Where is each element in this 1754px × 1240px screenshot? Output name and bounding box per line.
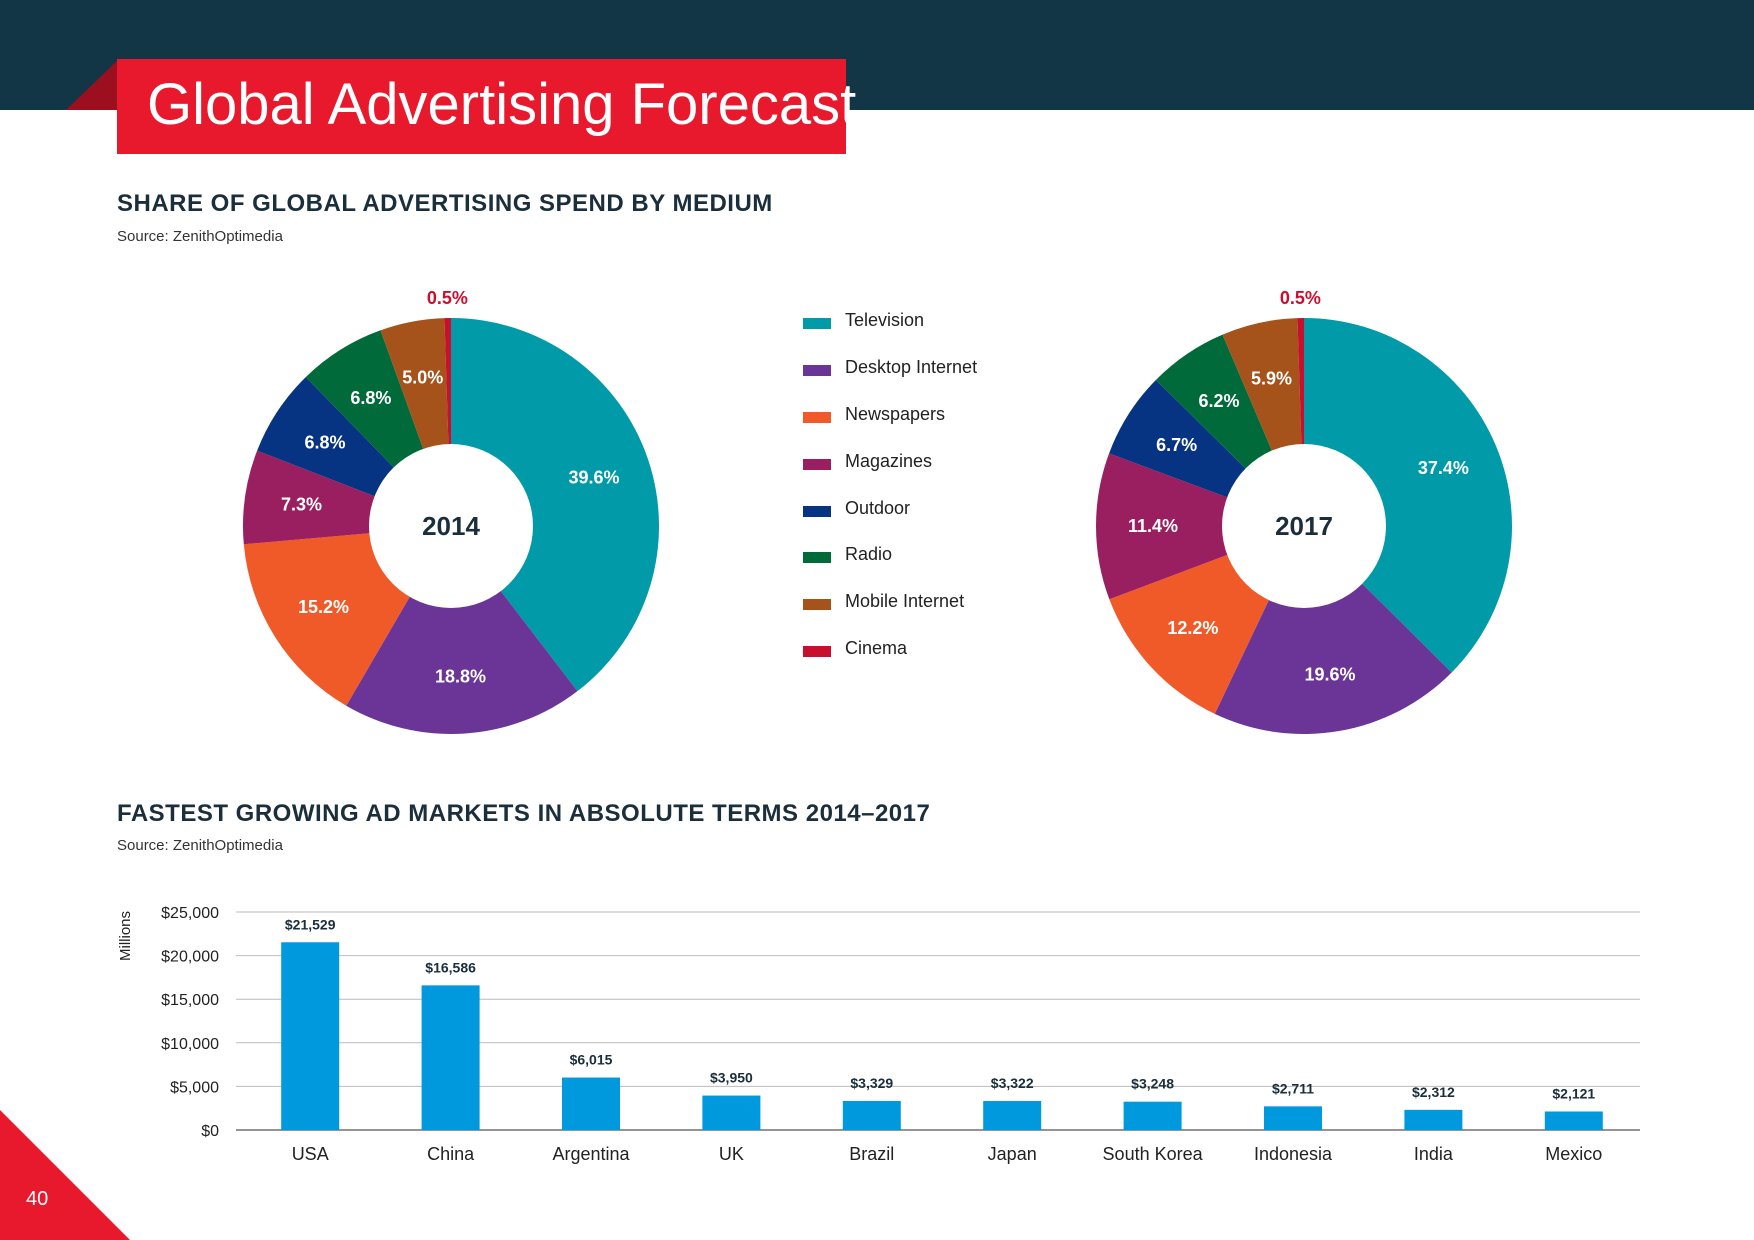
y-axis-label: Millions xyxy=(117,911,134,961)
bar-argentina xyxy=(562,1077,620,1130)
y-tick-label: $25,000 xyxy=(161,905,219,922)
bar-value-label: $3,329 xyxy=(850,1075,893,1091)
slice-label-2017-newspapers: 12.2% xyxy=(1167,618,1218,638)
bar-mexico xyxy=(1544,1111,1603,1130)
x-tick-label: UK xyxy=(719,1144,744,1164)
x-tick-label: India xyxy=(1414,1144,1454,1164)
slice-label-2014-desktop-internet: 18.8% xyxy=(435,667,486,687)
legend-label-outdoor: Outdoor xyxy=(845,498,911,518)
slice-label-2017-mobile-internet: 5.9% xyxy=(1251,369,1292,389)
y-tick-label: $20,000 xyxy=(161,949,219,966)
bar-indonesia xyxy=(1264,1106,1322,1130)
legend-swatch-television xyxy=(803,318,831,329)
donut-center-label: 2014 xyxy=(422,511,480,541)
donut-hole xyxy=(1222,444,1386,608)
legend-swatch-mobile-internet xyxy=(803,599,831,610)
legend-swatch-magazines xyxy=(803,459,831,470)
x-tick-label: Mexico xyxy=(1545,1144,1602,1164)
slice-2014-desktop-internet xyxy=(346,526,578,735)
slice-2017-desktop-internet xyxy=(1214,526,1452,734)
bar-value-label: $2,312 xyxy=(1412,1084,1455,1100)
slice-label-2017-radio: 6.2% xyxy=(1199,391,1240,411)
x-tick-label: Indonesia xyxy=(1254,1144,1333,1164)
y-tick-label: $15,000 xyxy=(161,992,219,1009)
x-tick-label: South Korea xyxy=(1103,1144,1204,1164)
bar-brazil xyxy=(842,1100,901,1130)
slice-label-2014-radio: 6.8% xyxy=(350,388,391,408)
legend-label-magazines: Magazines xyxy=(845,451,933,471)
legend-swatch-newspapers xyxy=(803,412,831,423)
donut-chart-2014: 39.6% 18.8% 15.2% 7.3% 6.8% 6.8% 5.0% 0.5% 2014 xyxy=(243,288,660,735)
legend-swatch-desktop-internet xyxy=(803,365,831,376)
x-tick-label: China xyxy=(427,1144,475,1164)
x-tick-label: USA xyxy=(292,1144,329,1164)
donut-chart-2017: 37.4% 19.6% 12.2% 11.4% 6.7% 6.2% 5.9% 0.5% 2017 xyxy=(1096,288,1512,734)
slice-label-2014-magazines: 7.3% xyxy=(281,495,322,515)
bar-chart: $0 $5,000 $10,000 $15,000 $20,000 $25,000 Mill… xyxy=(117,905,1640,1164)
slice-label-2017-desktop-internet: 19.6% xyxy=(1304,665,1355,685)
x-tick-label: Brazil xyxy=(849,1144,894,1164)
title-banner: Global Advertising Forecast xyxy=(117,59,856,154)
legend-label-desktop-internet: Desktop Internet xyxy=(845,357,978,377)
slice-label-2017-television: 37.4% xyxy=(1418,458,1469,478)
bar-value-label: $3,248 xyxy=(1131,1076,1174,1092)
slice-label-2014-television: 39.6% xyxy=(568,468,619,488)
slice-2014-television xyxy=(451,318,660,692)
legend-label-mobile-internet: Mobile Internet xyxy=(845,591,965,611)
bar-value-label: $3,322 xyxy=(991,1075,1034,1091)
bar-value-label: $21,529 xyxy=(285,916,336,932)
bar-uk xyxy=(702,1095,761,1130)
slice-label-2014-mobile-internet: 5.0% xyxy=(402,368,443,388)
bar-usa xyxy=(281,942,340,1130)
y-tick-label: $0 xyxy=(201,1123,219,1140)
page-corner xyxy=(0,1110,130,1240)
bar-south-korea xyxy=(1123,1101,1182,1130)
bar-value-label: $6,015 xyxy=(570,1052,613,1068)
y-tick-label: $10,000 xyxy=(161,1036,219,1053)
x-tick-label: Argentina xyxy=(552,1144,630,1164)
bar-value-label: $16,586 xyxy=(425,959,476,975)
donut-hole xyxy=(369,444,533,608)
bar-china xyxy=(421,985,480,1130)
bar-value-label: $2,121 xyxy=(1552,1086,1595,1102)
bar-section-source: Source: ZenithOptimedia xyxy=(117,837,283,854)
slice-label-2014-cinema: 0.5% xyxy=(427,288,468,308)
legend-swatch-radio xyxy=(803,552,831,563)
slice-label-2017-cinema: 0.5% xyxy=(1280,288,1321,308)
bar-value-label: $2,711 xyxy=(1272,1080,1314,1096)
slice-label-2017-outdoor: 6.7% xyxy=(1156,435,1197,455)
bar-section-title: FASTEST GROWING AD MARKETS IN ABSOLUTE T… xyxy=(117,800,931,827)
slice-label-2017-magazines: 11.4% xyxy=(1128,516,1178,536)
legend-label-television: Television xyxy=(845,310,925,330)
page-number: 40 xyxy=(26,1188,49,1210)
legend-label-cinema: Cinema xyxy=(845,638,908,658)
pie-section-title: SHARE OF GLOBAL ADVERTISING SPEND BY MED… xyxy=(117,190,773,217)
slice-2017-magazines xyxy=(1096,453,1304,600)
bar-value-label: $3,950 xyxy=(710,1070,753,1086)
title-fold xyxy=(66,60,118,110)
page-title: Global Advertising Forecast xyxy=(147,72,857,137)
legend-swatch-outdoor xyxy=(803,506,831,517)
bar-india xyxy=(1404,1109,1463,1130)
x-tick-label: Japan xyxy=(988,1144,1037,1164)
y-tick-label: $5,000 xyxy=(170,1079,219,1096)
legend-label-radio: Radio xyxy=(845,544,893,564)
slice-label-2014-newspapers: 15.2% xyxy=(298,597,349,617)
legend-label-newspapers: Newspapers xyxy=(845,404,946,424)
pie-section-source: Source: ZenithOptimedia xyxy=(117,228,283,245)
slice-label-2014-outdoor: 6.8% xyxy=(305,433,346,453)
donut-center-label: 2017 xyxy=(1275,511,1333,541)
slice-2017-television xyxy=(1304,318,1512,673)
legend-swatch-cinema xyxy=(803,646,831,657)
bar-japan xyxy=(983,1101,1042,1130)
